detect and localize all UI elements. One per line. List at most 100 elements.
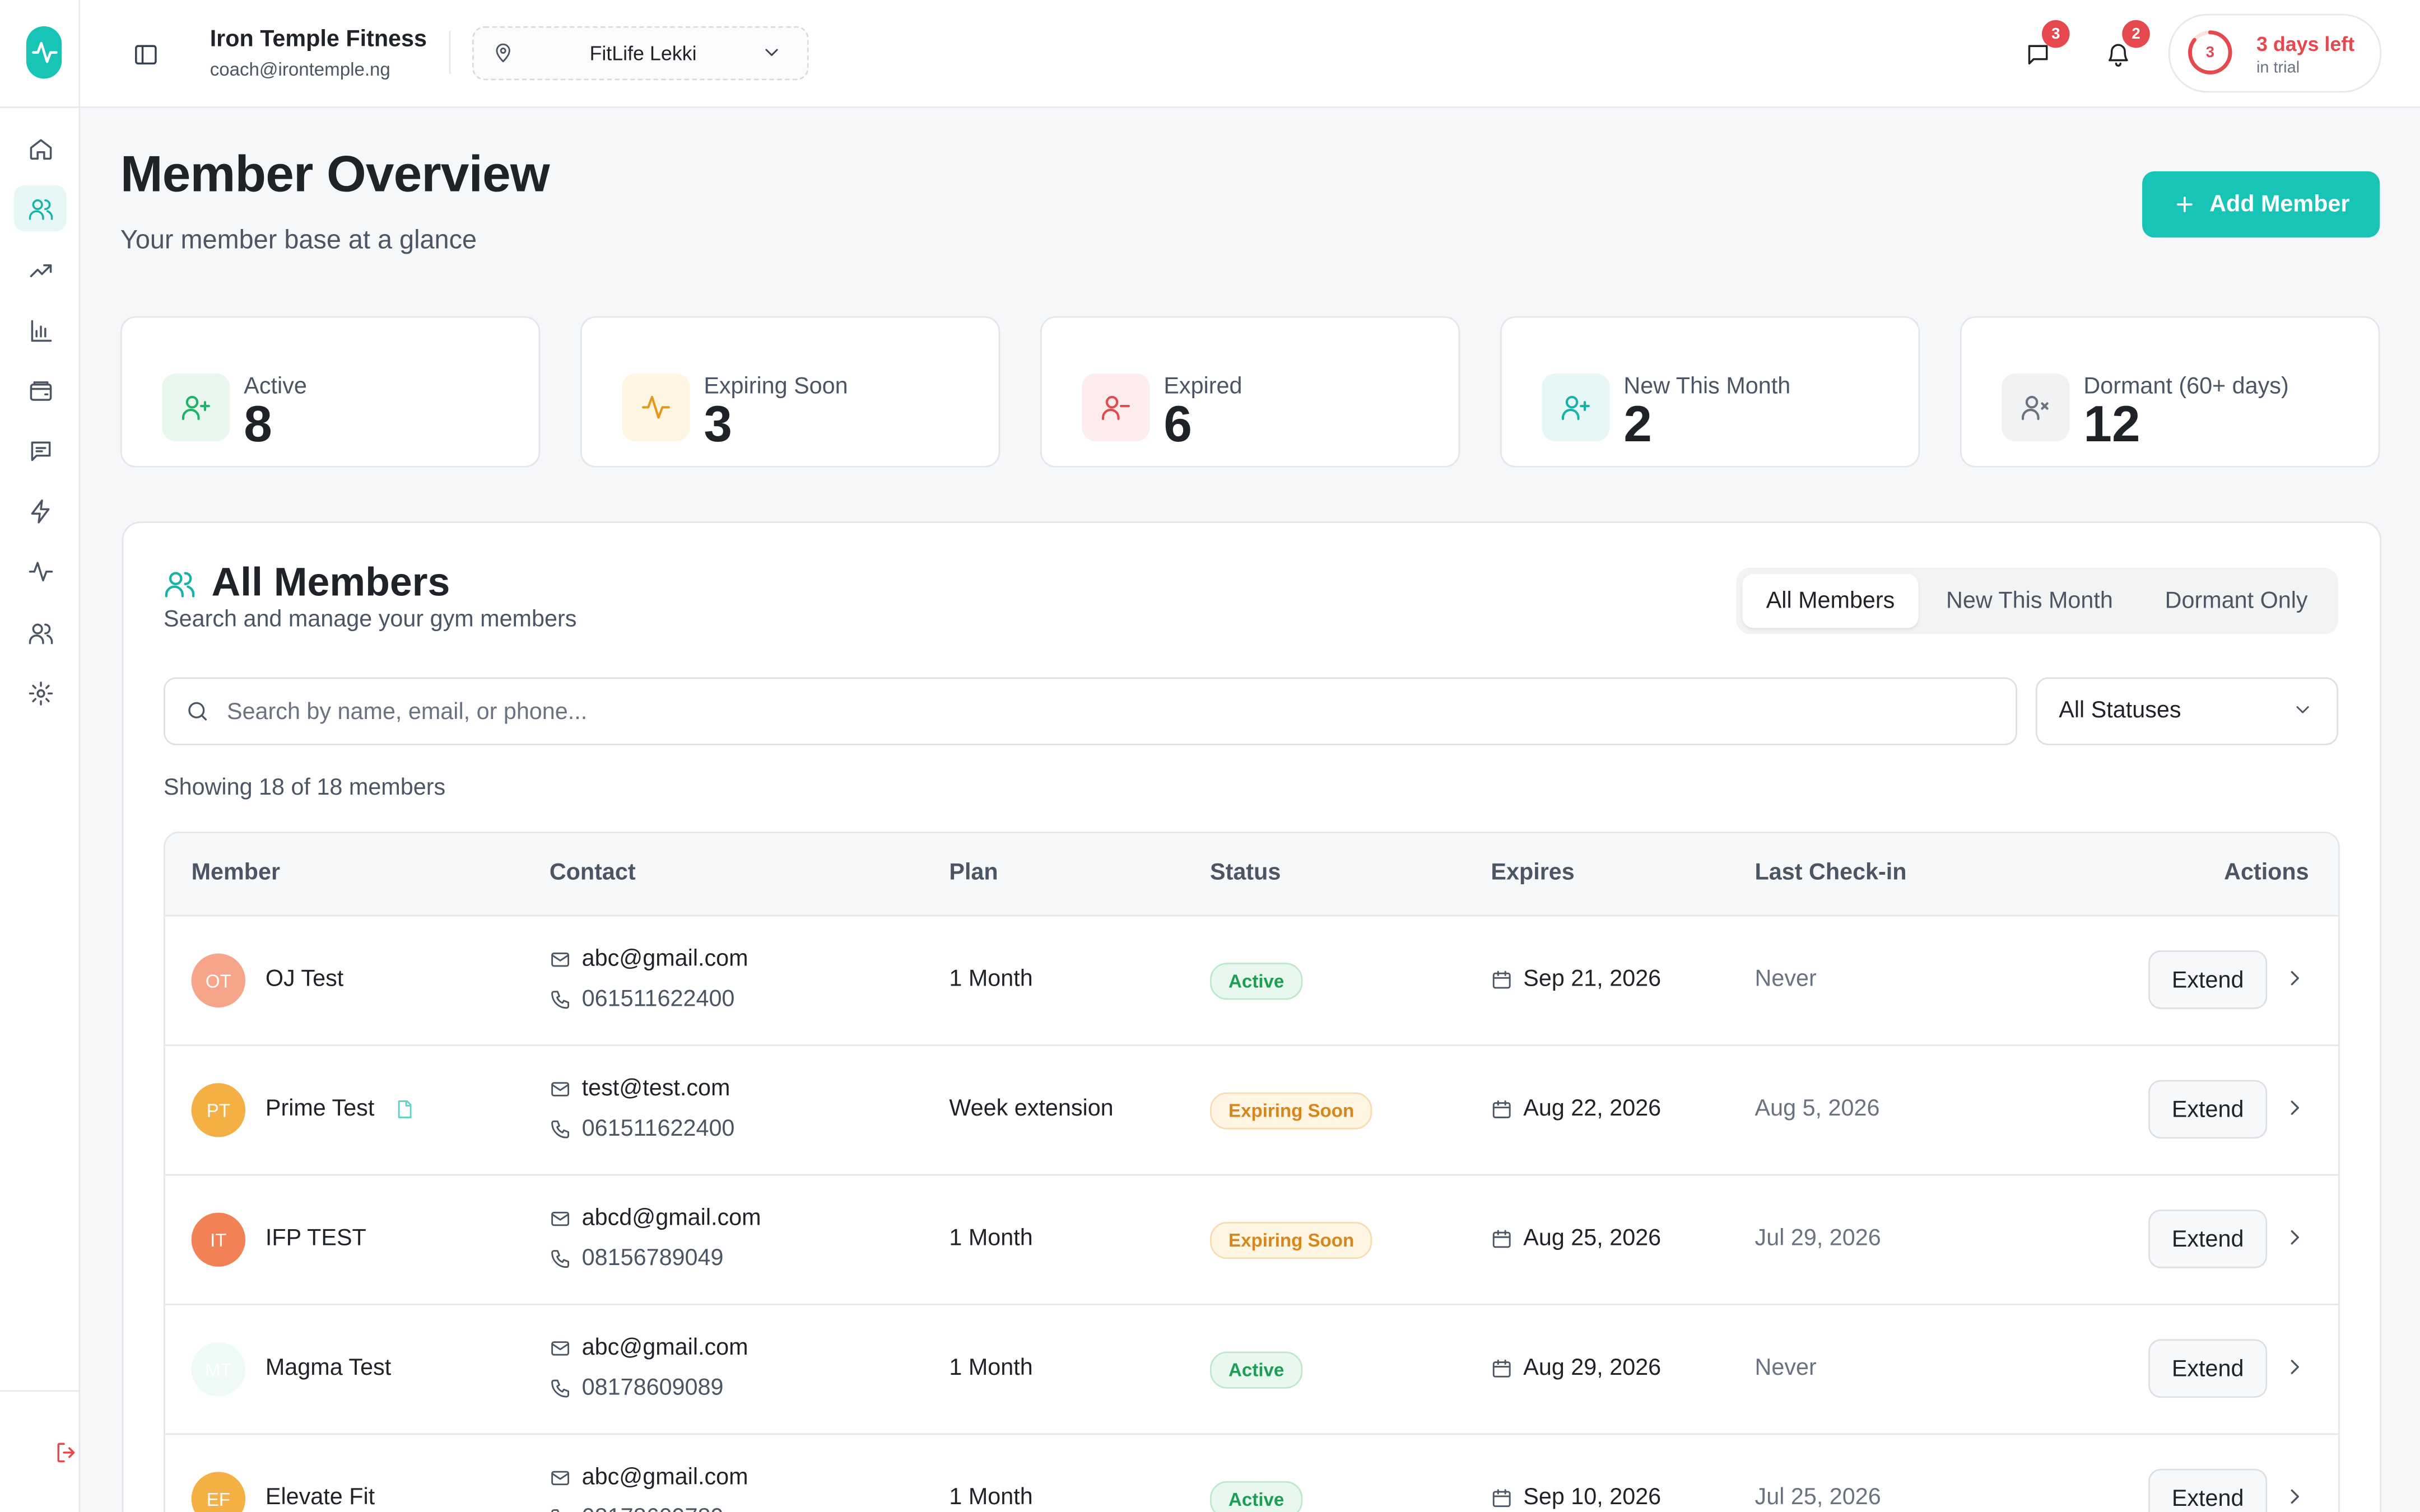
sidebar-item-analytics[interactable]	[14, 307, 67, 353]
status-badge: Active	[1209, 1351, 1303, 1389]
table-row[interactable]: OT OJ Test abc@gmail.com 061511622400 1 …	[165, 916, 2338, 1046]
member-expires: Aug 25, 2026	[1523, 1225, 1662, 1252]
table-row[interactable]: IT IFP TEST abcd@gmail.com 08156789049 1…	[165, 1175, 2338, 1305]
member-phone: 08156789049	[581, 1245, 724, 1272]
phone-icon	[550, 1378, 571, 1399]
calendar-icon	[1491, 1099, 1513, 1121]
sidebar-item-growth[interactable]	[14, 247, 67, 293]
chevron-right-icon[interactable]	[2283, 1095, 2307, 1120]
sidebar-item-settings[interactable]	[14, 670, 67, 716]
stat-label: Expired	[1164, 373, 1242, 400]
chevron-right-icon[interactable]	[2283, 966, 2307, 991]
chevron-right-icon[interactable]	[2283, 1484, 2307, 1509]
members-panel-subtitle: Search and manage your gym members	[164, 606, 577, 633]
app-logo[interactable]	[26, 26, 62, 79]
stat-card-new-this-month[interactable]: New This Month 2	[1500, 316, 1920, 468]
member-last-checkin: Aug 5, 2026	[1755, 1095, 1880, 1122]
logout-icon	[53, 1439, 80, 1465]
member-last-checkin: Jul 25, 2026	[1755, 1484, 1881, 1511]
sidebar-item-messages[interactable]	[14, 427, 67, 474]
members-table: Member Contact Plan Status Expires Last …	[164, 831, 2340, 1512]
member-plan: 1 Month	[949, 965, 1033, 992]
extend-button[interactable]: Extend	[2148, 1339, 2268, 1398]
add-member-button[interactable]: Add Member	[2142, 171, 2380, 238]
notifications-button[interactable]: 2	[2097, 20, 2150, 74]
sidebar-item-members[interactable]	[13, 185, 67, 232]
chevron-right-icon[interactable]	[2283, 1355, 2307, 1379]
stat-label: Active	[244, 373, 307, 400]
chevron-down-icon	[761, 41, 783, 63]
extend-button[interactable]: Extend	[2148, 1468, 2268, 1512]
column-header-expires[interactable]: Expires	[1491, 859, 1575, 886]
member-name[interactable]: Elevate Fit	[265, 1484, 375, 1511]
mail-icon	[550, 949, 571, 970]
chevron-down-icon	[2292, 699, 2314, 721]
table-row[interactable]: EF Elevate Fit abc@gmail.com 08178609789…	[165, 1435, 2338, 1512]
phone-icon	[550, 989, 571, 1011]
sidebar-item-staff[interactable]	[14, 609, 67, 656]
tab-dormant-only[interactable]: Dormant Only	[2165, 587, 2308, 614]
status-filter-select[interactable]: All Statuses	[2035, 677, 2338, 745]
tab-all-members[interactable]: All Members	[1742, 573, 1919, 628]
activity-icon	[622, 373, 690, 441]
bell-icon	[2105, 41, 2131, 67]
member-phone: 08178609789	[582, 1504, 724, 1512]
member-name[interactable]: Magma Test	[265, 1354, 392, 1381]
trending-up-icon	[27, 257, 53, 283]
settings-icon	[27, 680, 53, 706]
status-filter-value: All Statuses	[2059, 697, 2181, 724]
extend-button[interactable]: Extend	[2148, 1080, 2268, 1139]
extend-button[interactable]: Extend	[2148, 950, 2268, 1009]
sidebar-divider	[0, 106, 79, 108]
logout-button[interactable]	[48, 1433, 85, 1470]
members-panel-title: All Members	[211, 558, 450, 605]
column-header-last-checkin[interactable]: Last Check-in	[1755, 859, 1907, 886]
users-icon	[164, 568, 196, 600]
member-name[interactable]: IFP TEST	[265, 1225, 366, 1252]
tab-new-this-month[interactable]: New This Month	[1946, 587, 2113, 614]
location-name: FitLife Lekki	[589, 41, 697, 65]
stat-card-expiring-soon[interactable]: Expiring Soon 3	[580, 316, 1000, 468]
column-header-status[interactable]: Status	[1209, 859, 1281, 886]
table-row[interactable]: MT Magma Test abc@gmail.com 08178609089 …	[165, 1305, 2338, 1435]
plus-icon	[2172, 193, 2195, 216]
stat-label: Dormant (60+ days)	[2083, 373, 2289, 400]
trial-days-left: 3 days left	[2256, 32, 2355, 56]
calendar-icon	[1491, 1487, 1513, 1509]
stat-card-dormant[interactable]: Dormant (60+ days) 12	[1960, 316, 2380, 468]
sidebar-item-payments[interactable]	[14, 367, 67, 414]
user-minus-icon	[1082, 373, 1150, 441]
stat-card-active[interactable]: Active 8	[120, 316, 541, 468]
page-subtitle: Your member base at a glance	[120, 225, 477, 255]
search-input[interactable]	[224, 679, 2005, 744]
trial-days-number: 3	[2205, 44, 2214, 61]
results-count: Showing 18 of 18 members	[164, 774, 446, 801]
messages-button[interactable]: 3	[2017, 20, 2070, 74]
avatar: OT	[191, 953, 246, 1008]
column-header-contact[interactable]: Contact	[549, 859, 636, 886]
chevron-right-icon[interactable]	[2283, 1225, 2307, 1250]
member-name[interactable]: OJ Test	[265, 965, 344, 992]
team-icon	[27, 619, 53, 646]
column-header-member[interactable]: Member	[191, 859, 281, 886]
user-plus-icon	[1542, 373, 1610, 441]
sidebar-item-home[interactable]	[14, 125, 67, 171]
member-name[interactable]: Prime Test	[265, 1095, 375, 1122]
sidebar-item-activity[interactable]	[14, 548, 67, 594]
extend-button[interactable]: Extend	[2148, 1209, 2268, 1268]
member-filter-tabs: All Members New This Month Dormant Only	[1736, 567, 2338, 634]
message-icon	[2024, 41, 2050, 67]
avatar: IT	[191, 1212, 246, 1267]
phone-icon	[550, 1248, 571, 1270]
sidebar-item-automations[interactable]	[14, 488, 67, 534]
gym-name: Iron Temple Fitness	[210, 26, 427, 53]
notifications-badge: 2	[2122, 20, 2150, 48]
sidebar-toggle-button[interactable]	[127, 35, 164, 72]
table-row[interactable]: PT Prime Test test@test.com 061511622400…	[165, 1046, 2338, 1176]
stat-card-expired[interactable]: Expired 6	[1040, 316, 1460, 468]
column-header-plan[interactable]: Plan	[949, 859, 998, 886]
location-selector[interactable]: FitLife Lekki	[472, 26, 809, 81]
status-badge: Active	[1209, 963, 1303, 1000]
trial-status-pill[interactable]: 3 3 days left in trial	[2168, 13, 2382, 93]
member-expires: Aug 22, 2026	[1523, 1095, 1662, 1122]
